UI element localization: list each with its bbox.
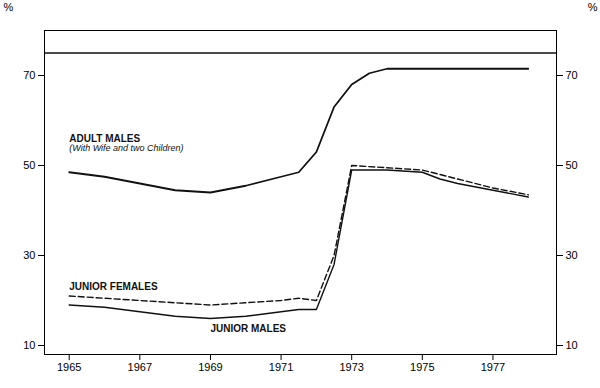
svg-text:10: 10 xyxy=(566,339,578,351)
svg-text:10: 10 xyxy=(23,339,35,351)
svg-text:1965: 1965 xyxy=(57,361,81,373)
svg-text:JUNIOR MALES: JUNIOR MALES xyxy=(210,323,286,334)
svg-text:1975: 1975 xyxy=(410,361,434,373)
svg-text:%: % xyxy=(588,1,598,13)
svg-text:50: 50 xyxy=(566,159,578,171)
svg-text:1971: 1971 xyxy=(269,361,293,373)
svg-text:1977: 1977 xyxy=(481,361,505,373)
svg-text:30: 30 xyxy=(23,249,35,261)
svg-text:30: 30 xyxy=(566,249,578,261)
svg-text:1967: 1967 xyxy=(128,361,152,373)
svg-text:JUNIOR FEMALES: JUNIOR FEMALES xyxy=(69,281,158,292)
svg-text:50: 50 xyxy=(23,159,35,171)
svg-text:1973: 1973 xyxy=(339,361,363,373)
svg-text:%: % xyxy=(4,1,14,13)
svg-text:70: 70 xyxy=(566,69,578,81)
svg-text:ADULT MALES: ADULT MALES xyxy=(69,133,141,145)
svg-text:70: 70 xyxy=(23,69,35,81)
svg-text:(With Wife and two Children): (With Wife and two Children) xyxy=(69,143,183,153)
svg-text:1969: 1969 xyxy=(198,361,222,373)
